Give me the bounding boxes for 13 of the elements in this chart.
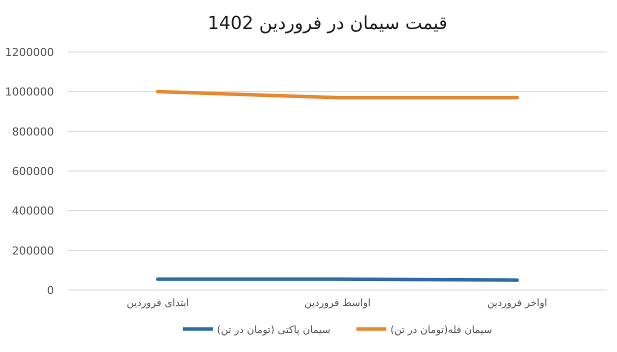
y-tick-label: 0 [47, 284, 54, 297]
x-tick-label: ابتدای فروردین [126, 298, 190, 309]
y-tick-label: 400000 [12, 204, 54, 218]
x-tick-label: اواخر فروردین [487, 298, 548, 309]
y-tick-label: 200000 [12, 244, 54, 258]
chart-title: قیمت سیمان در فروردین 1402 [208, 13, 448, 34]
legend-label: سیمان پاکتی (تومان در تن) [216, 325, 330, 336]
y-tick-label: 600000 [12, 165, 54, 178]
y-tick-label: 1000000 [5, 86, 54, 99]
y-tick-label: 1200000 [5, 46, 54, 59]
x-tick-label: اواسط فروردین [304, 298, 371, 309]
y-tick-label: 800000 [12, 125, 54, 138]
legend-label: سیمان فله(تومان در تن) [390, 325, 492, 336]
